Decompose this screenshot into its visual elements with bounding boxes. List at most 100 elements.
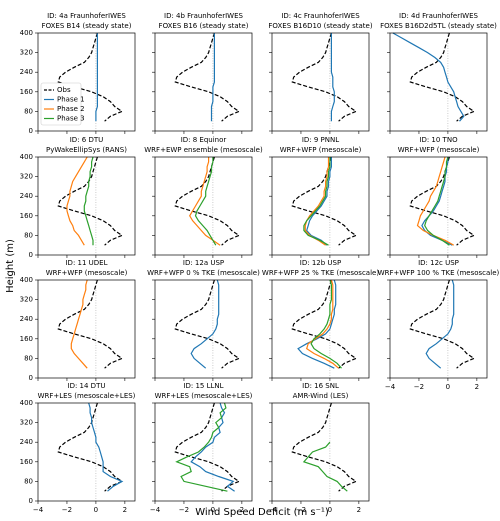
profile-line xyxy=(194,157,217,246)
y-tick-label: 320 xyxy=(20,419,33,427)
x-tick-label: −2 xyxy=(296,506,306,514)
y-tick-label: 240 xyxy=(20,438,33,446)
profile-line xyxy=(70,279,88,369)
legend-label: Phase 2 xyxy=(57,105,85,113)
y-tick-label: 0 xyxy=(29,497,33,505)
y-tick-label: 320 xyxy=(20,49,33,57)
profile-line xyxy=(302,441,348,492)
legend-label: Phase 3 xyxy=(57,115,85,123)
panel-title: ID: 12b USP xyxy=(300,259,341,267)
profile-line xyxy=(303,157,331,246)
profile-line xyxy=(83,156,94,246)
y-tick-label: 400 xyxy=(20,399,33,407)
panel-frame xyxy=(154,32,253,132)
panel-frame xyxy=(37,156,136,256)
panel-frame xyxy=(37,32,136,132)
x-tick-label: −2 xyxy=(414,383,424,391)
y-tick-label: 0 xyxy=(29,127,33,135)
panel-frame xyxy=(389,32,488,132)
y-tick-label: 400 xyxy=(20,276,33,284)
profile-line xyxy=(57,402,124,492)
panel-title: ID: 6 DTU xyxy=(70,136,104,144)
panel-frame xyxy=(271,279,370,379)
y-tick-label: 240 xyxy=(20,315,33,323)
y-tick-label: 240 xyxy=(20,192,33,200)
profile-line xyxy=(291,402,358,492)
profile-line xyxy=(174,156,241,246)
profile-line xyxy=(88,402,124,492)
profile-line xyxy=(175,402,228,492)
x-tick-label: −4 xyxy=(150,506,161,514)
y-tick-label: 160 xyxy=(20,88,33,96)
panel-frame xyxy=(271,156,370,256)
profile-line xyxy=(306,157,332,246)
legend-label: Phase 1 xyxy=(57,96,85,104)
profile-line xyxy=(210,33,215,122)
panel-title: ID: 9 PNNL xyxy=(302,136,339,144)
panel-title: ID: 12a USP xyxy=(183,259,224,267)
panel-frame xyxy=(154,156,253,256)
panel-subtitle: FOXES B14 (steady state) xyxy=(42,22,132,30)
profile-line xyxy=(305,279,339,369)
x-tick-label: 2 xyxy=(475,383,479,391)
y-tick-label: 80 xyxy=(24,231,33,239)
panel-title: ID: 4d FraunhoferIWES xyxy=(399,12,478,20)
panel-subtitle: PyWakeEllipSys (RANS) xyxy=(46,146,127,154)
y-tick-label: 400 xyxy=(20,153,33,161)
y-tick-label: 0 xyxy=(29,374,33,382)
x-tick-label: 2 xyxy=(240,506,244,514)
panel-subtitle: FOXES B16 (steady state) xyxy=(159,22,249,30)
panel-subtitle: WRF+WFP (mesoscale) xyxy=(46,269,128,277)
profile-line xyxy=(392,32,465,122)
panel-subtitle: WRF+LES (mesoscale+LES) xyxy=(155,392,253,400)
panel-subtitle: WRF+WFP (mesoscale) xyxy=(280,146,362,154)
profile-line xyxy=(174,279,241,369)
profile-line xyxy=(425,279,455,369)
panel-subtitle: FOXES B16D2d5TL (steady state) xyxy=(380,22,497,30)
y-tick-label: 320 xyxy=(20,296,33,304)
panel-title: ID: 14 DTU xyxy=(68,382,106,390)
profile-line xyxy=(95,33,98,122)
y-tick-label: 160 xyxy=(20,458,33,466)
y-tick-label: 80 xyxy=(24,107,33,115)
x-tick-label: 2 xyxy=(357,506,361,514)
panel-frame xyxy=(271,402,370,502)
panel-title: ID: 16 SNL xyxy=(302,382,339,390)
legend-label: Obs xyxy=(57,86,71,94)
profile-line xyxy=(57,32,124,122)
panel-subtitle: AMR-Wind (LES) xyxy=(293,392,349,400)
x-tick-label: 0 xyxy=(446,383,450,391)
panel-frame xyxy=(37,279,136,379)
x-tick-label: −4 xyxy=(267,506,278,514)
panel-subtitle: WRF+EWP ensemble (mesoscale) xyxy=(144,146,263,154)
y-axis-label: Height (m) xyxy=(5,239,16,293)
panel-subtitle: WRF+WFP 25 % TKE (mesoscale) xyxy=(262,269,379,277)
panel-title: ID: 4a FraunhoferIWES xyxy=(47,12,126,20)
x-tick-label: 0 xyxy=(211,506,215,514)
profile-line xyxy=(424,156,450,246)
y-tick-label: 160 xyxy=(20,212,33,220)
profile-line xyxy=(297,279,337,369)
profile-line xyxy=(421,157,453,246)
x-tick-label: 0 xyxy=(94,506,98,514)
panel-frame xyxy=(154,279,253,379)
y-tick-label: 0 xyxy=(29,251,33,259)
profile-line xyxy=(310,279,342,369)
panel-frame xyxy=(389,156,488,256)
profile-line xyxy=(409,156,476,246)
panel-title: ID: 12c USP xyxy=(418,259,459,267)
panel-subtitle: WRF+WFP 0 % TKE (mesoscale) xyxy=(147,269,260,277)
x-tick-label: −2 xyxy=(62,506,72,514)
profile-line xyxy=(304,157,330,246)
panel-title: ID: 4b FraunhoferIWES xyxy=(164,12,243,20)
profile-line xyxy=(416,156,454,246)
y-tick-label: 80 xyxy=(24,354,33,362)
panel-title: ID: 4c FraunhoferIWES xyxy=(281,12,360,20)
x-tick-label: −4 xyxy=(385,383,396,391)
x-tick-label: 2 xyxy=(123,506,127,514)
x-tick-label: −4 xyxy=(33,506,44,514)
profile-line xyxy=(174,32,241,122)
panel-frame xyxy=(37,402,136,502)
profile-line xyxy=(66,156,88,246)
y-tick-label: 240 xyxy=(20,68,33,76)
